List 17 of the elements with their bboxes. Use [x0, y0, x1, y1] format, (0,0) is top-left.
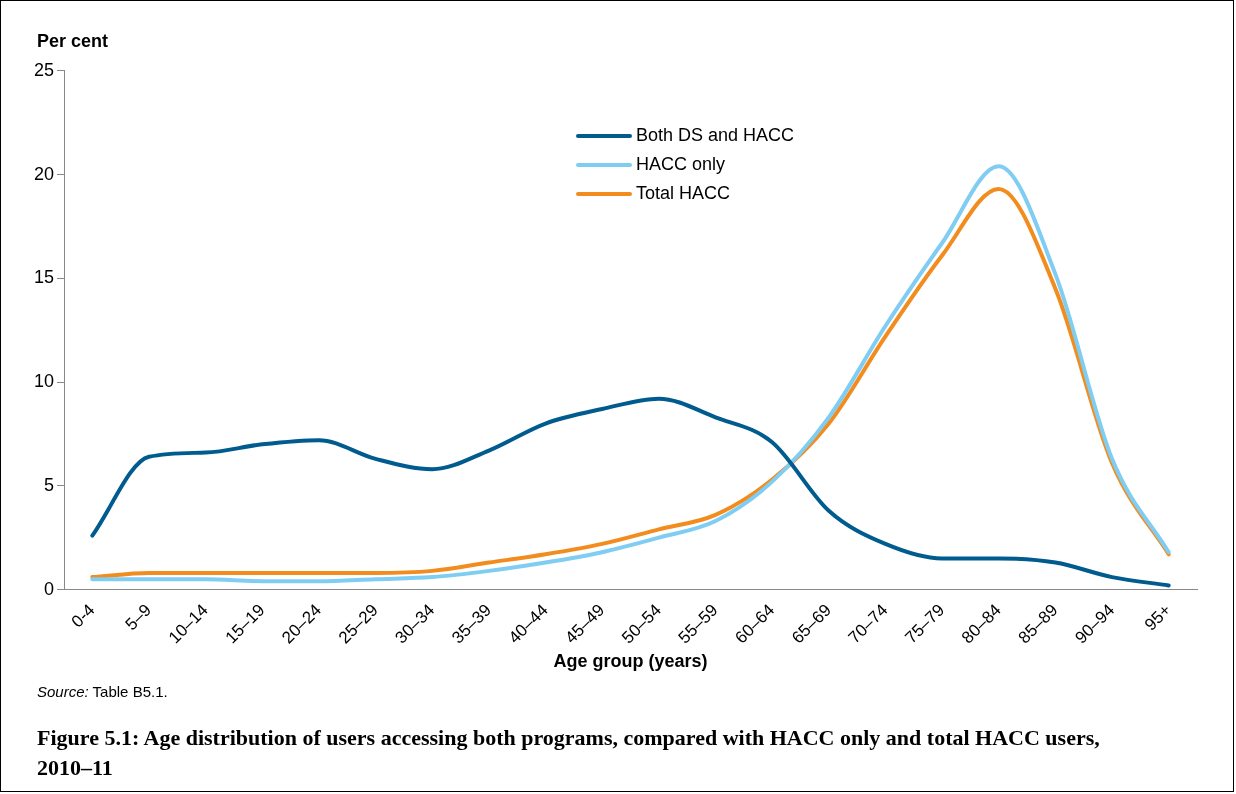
y-tick-label: 5	[44, 474, 55, 495]
x-tick-label: 5–9	[121, 600, 156, 634]
x-axis-title: Age group (years)	[553, 651, 708, 672]
y-tick-label: 10	[33, 371, 55, 392]
x-tick-label: 0-4	[67, 600, 99, 632]
y-tick-label: 15	[33, 267, 55, 288]
y-tick-label: 20	[33, 163, 55, 184]
x-tick-label: 95+	[1140, 600, 1175, 635]
legend-label: Total HACC	[636, 183, 731, 204]
source-note: Source: Table B5.1.	[37, 683, 168, 700]
legend-label: Both DS and HACC	[636, 125, 795, 146]
text: Figure 5.1: Age distribution of users accessing both programs, compared with HACC only and total HACC users, 2010–11	[37, 724, 1101, 782]
legend-label: HACC only	[636, 154, 726, 175]
y-tick-label: 0	[44, 578, 55, 599]
line-series	[90, 396, 1171, 588]
y-axis-title: Per cent	[37, 31, 109, 52]
y-tick-label: 25	[33, 59, 55, 80]
